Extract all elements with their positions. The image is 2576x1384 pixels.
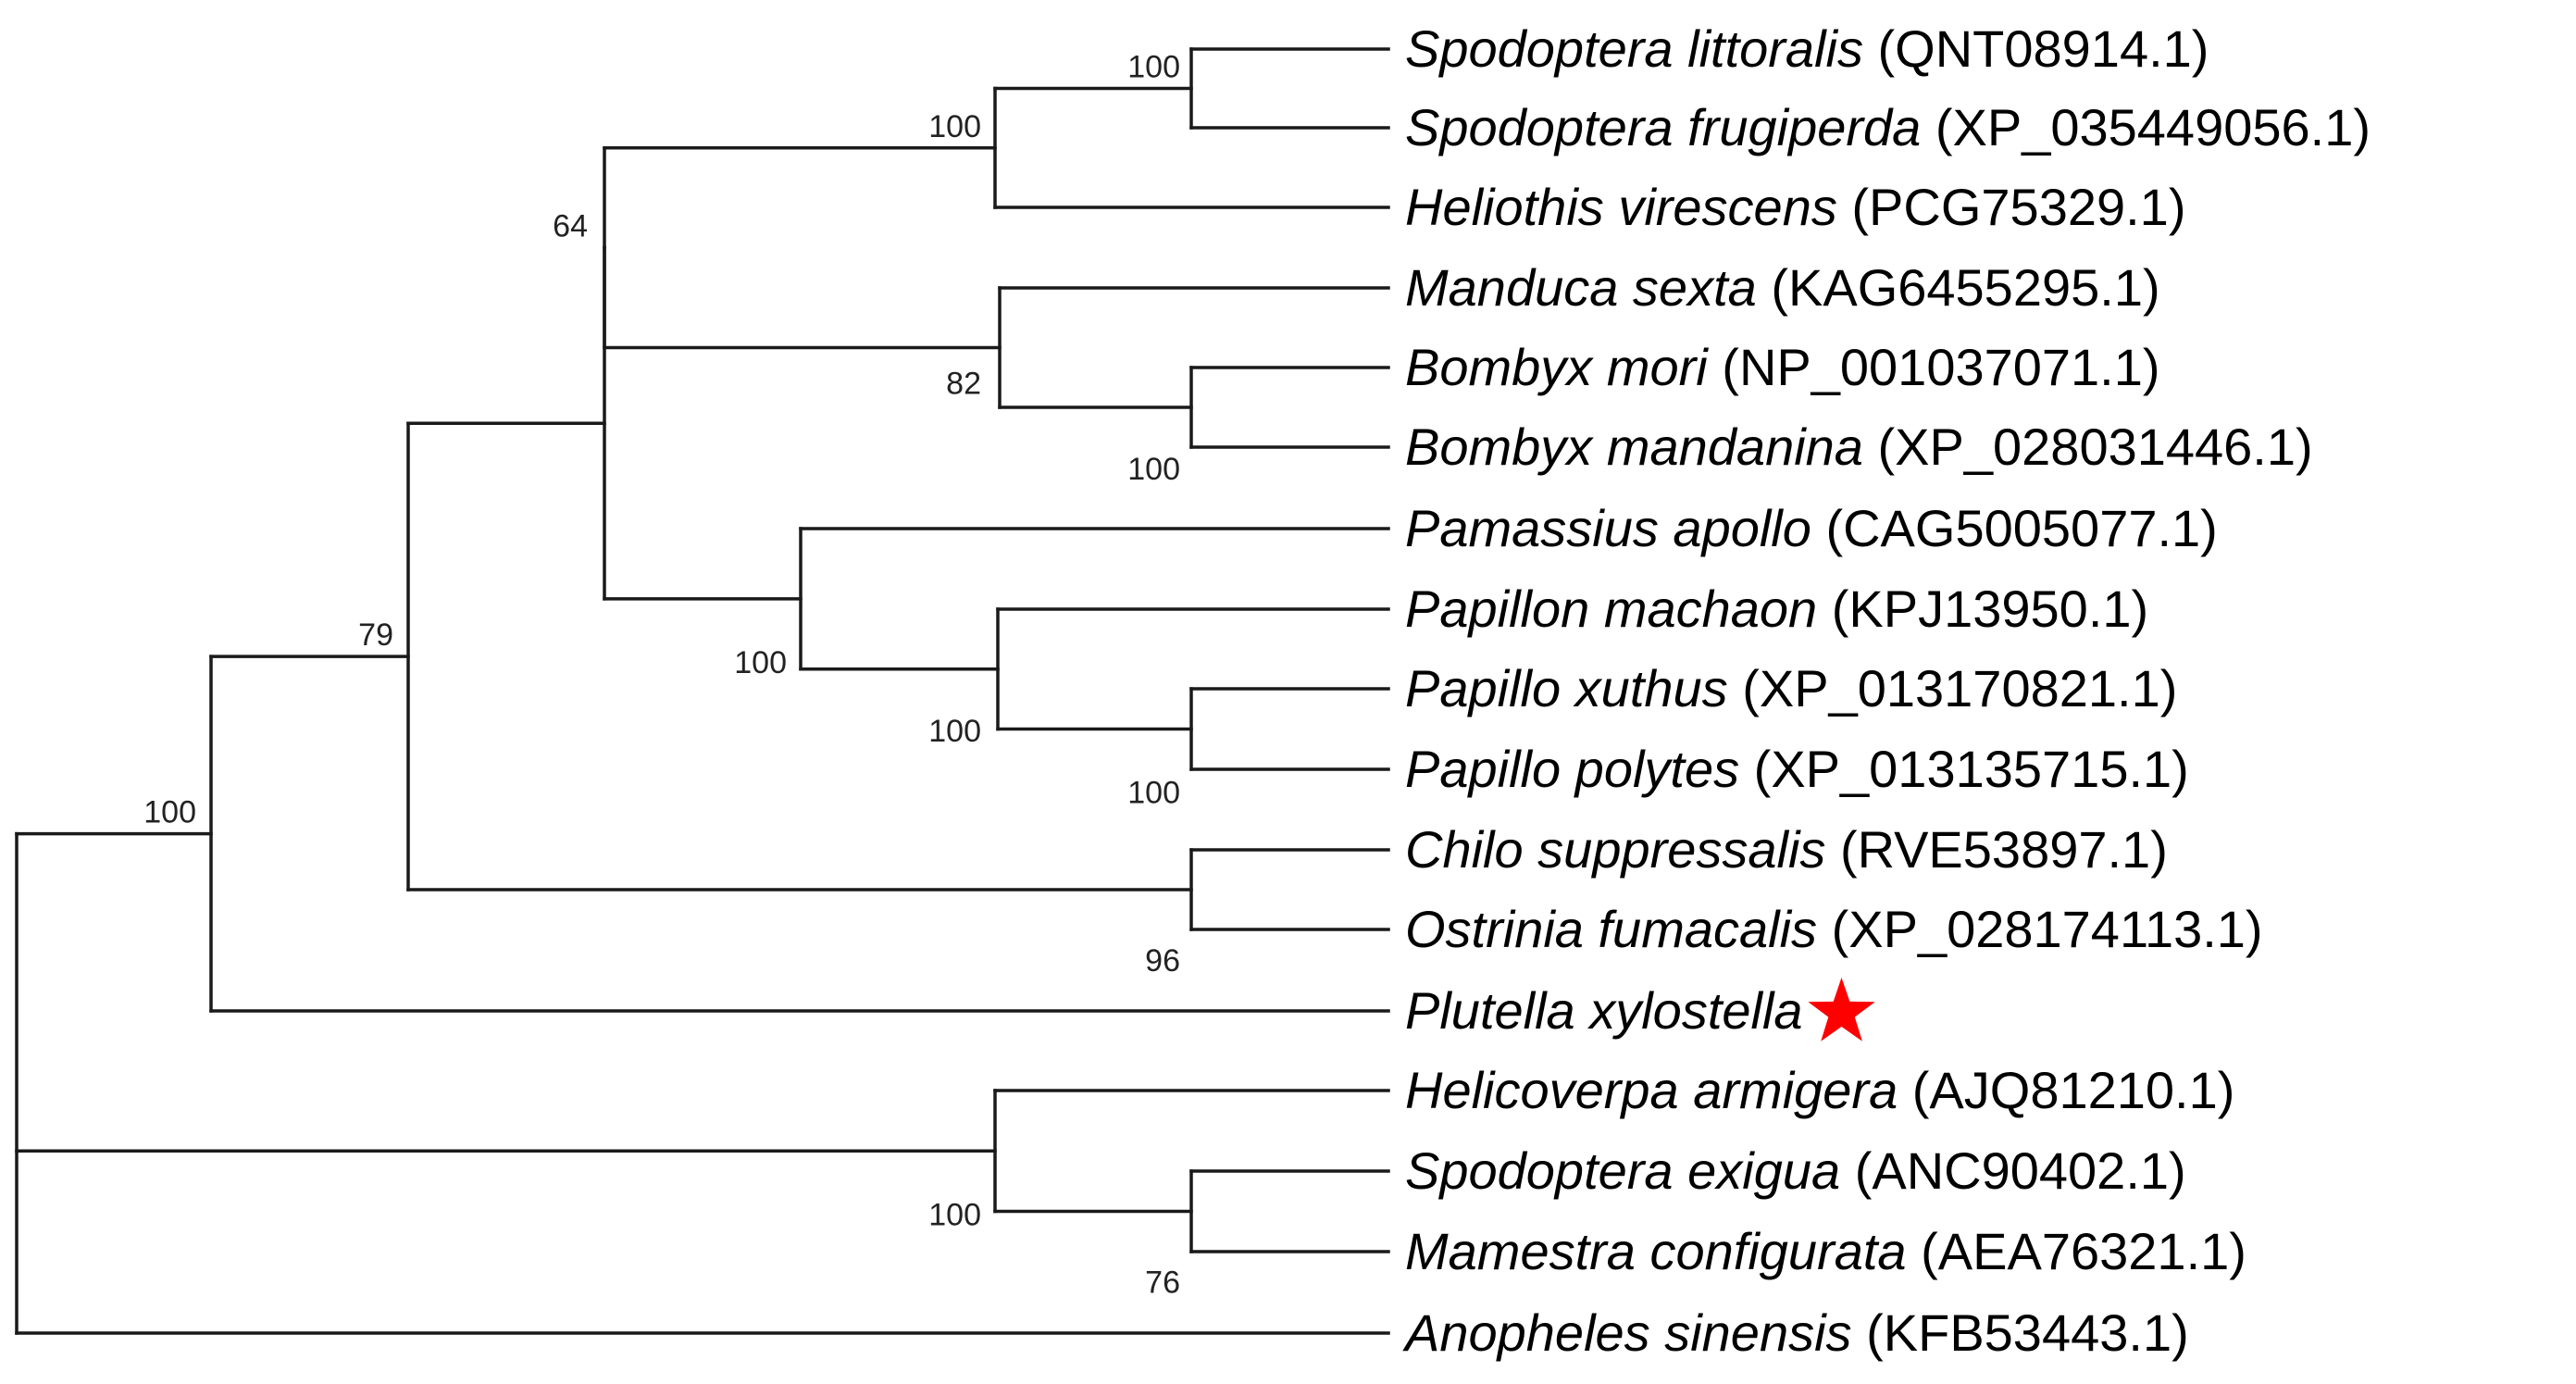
accession-number: (AJQ81210.1) — [1898, 1061, 2234, 1119]
support-value-c7: 100 — [928, 714, 981, 749]
taxon-label-t5: Bombyx mori (NP_001037071.1) — [1405, 338, 2160, 396]
taxon-label-t16: Mamestra configurata (AEA76321.1) — [1405, 1222, 2246, 1280]
support-value-c6: 100 — [1127, 776, 1180, 811]
taxon-label-t6: Bombyx mandanina (XP_028031446.1) — [1405, 418, 2313, 476]
accession-number: (XP_028031446.1) — [1863, 418, 2313, 476]
support-value-c4: 82 — [946, 367, 981, 402]
species-name: Ostrinia fumacalis — [1405, 900, 1817, 958]
taxon-label-t1: Spodoptera littoralis (QNT08914.1) — [1405, 19, 2209, 78]
accession-number: (RVE53897.1) — [1825, 820, 2167, 879]
species-name: Helicoverpa armigera — [1405, 1061, 1898, 1119]
species-name: Anopheles sinensis — [1402, 1303, 1852, 1362]
species-name: Heliothis virescens — [1405, 178, 1837, 236]
species-name: Plutella xylostella — [1405, 981, 1803, 1040]
accession-number: (PCG75329.1) — [1837, 178, 2186, 236]
accession-number: (QNT08914.1) — [1863, 19, 2209, 78]
taxon-label-t2: Spodoptera frugiperda (XP_035449056.1) — [1405, 98, 2371, 156]
taxon-label-t12: Ostrinia fumacalis (XP_028174113.1) — [1405, 900, 2263, 958]
taxon-label-t3: Heliothis virescens (PCG75329.1) — [1405, 178, 2185, 236]
taxon-label-t14: Helicoverpa armigera (AJQ81210.1) — [1405, 1061, 2234, 1119]
support-value-c1: 100 — [1127, 50, 1180, 85]
accession-number: (XP_035449056.1) — [1921, 98, 2371, 156]
species-name: Pamassius apollo — [1405, 499, 1811, 557]
species-name: Bombyx mori — [1405, 338, 1709, 396]
taxon-label-t15: Spodoptera exigua (ANC90402.1) — [1405, 1141, 2186, 1200]
accession-number: (XP_013135715.1) — [1739, 740, 2189, 798]
species-name: Papillon machaon — [1405, 580, 1817, 638]
bootstrap-support-labels: 100 100 100 82 64 100 100 100 96 79 100 76 100 — [143, 50, 1180, 1301]
accession-number: (XP_013170821.1) — [1728, 659, 2178, 717]
accession-number: (KPJ13950.1) — [1817, 580, 2148, 638]
accession-number: (KAG6455295.1) — [1757, 258, 2160, 317]
support-value-c8: 100 — [734, 645, 787, 680]
support-value-c11: 79 — [358, 617, 393, 653]
species-name: Spodoptera frugiperda — [1405, 98, 1921, 156]
taxon-label-t8: Papillon machaon (KPJ13950.1) — [1405, 580, 2148, 638]
support-value-c10: 96 — [1145, 943, 1180, 979]
accession-number: (XP_028174113.1) — [1817, 900, 2263, 958]
species-name: Mamestra configurata — [1405, 1222, 1907, 1280]
taxon-label-t4: Manduca sexta (KAG6455295.1) — [1405, 258, 2160, 317]
accession-number: (NP_001037071.1) — [1708, 338, 2160, 396]
taxon-label-t13: Plutella xylostella — [1405, 981, 1803, 1040]
accession-number: (ANC90402.1) — [1840, 1141, 2186, 1200]
taxon-label-t10: Papillo polytes (XP_013135715.1) — [1405, 740, 2189, 798]
taxon-labels: Spodoptera littoralis (QNT08914.1)Spodop… — [1402, 19, 2371, 1362]
taxon-label-t17: Anopheles sinensis (KFB53443.1) — [1402, 1303, 2189, 1362]
highlight-star-icon — [1808, 978, 1875, 1041]
accession-number: (KFB53443.1) — [1852, 1303, 2189, 1362]
taxon-label-t9: Papillo xuthus (XP_013170821.1) — [1405, 659, 2177, 717]
taxon-label-t7: Pamassius apollo (CAG5005077.1) — [1405, 499, 2218, 557]
tree-branches — [15, 47, 1390, 1335]
accession-number: (CAG5005077.1) — [1811, 499, 2218, 557]
support-value-c5: 64 — [553, 209, 588, 244]
species-name: Spodoptera exigua — [1405, 1141, 1840, 1200]
support-value-c3: 100 — [1127, 452, 1180, 487]
species-name: Papillo polytes — [1405, 740, 1739, 798]
support-value-c12: 100 — [143, 795, 196, 830]
species-name: Chilo suppressalis — [1405, 820, 1825, 879]
species-name: Manduca sexta — [1405, 258, 1757, 317]
support-value-c2: 100 — [928, 109, 981, 144]
taxon-label-t11: Chilo suppressalis (RVE53897.1) — [1405, 820, 2168, 879]
accession-number: (AEA76321.1) — [1907, 1222, 2246, 1280]
species-name: Spodoptera littoralis — [1405, 19, 1863, 78]
support-value-c13: 76 — [1145, 1266, 1180, 1301]
species-name: Papillo xuthus — [1405, 659, 1728, 717]
species-name: Bombyx mandanina — [1405, 418, 1863, 476]
support-value-c14: 100 — [928, 1197, 981, 1232]
